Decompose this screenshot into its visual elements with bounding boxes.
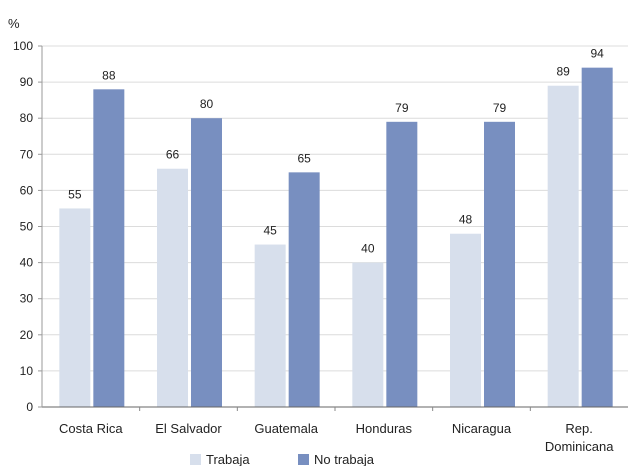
bar bbox=[191, 118, 222, 407]
data-label: 89 bbox=[556, 65, 570, 79]
x-tick-label: Dominicana bbox=[545, 439, 614, 454]
legend-label: No trabaja bbox=[314, 452, 375, 466]
bar bbox=[288, 172, 320, 407]
y-tick-label: 0 bbox=[26, 400, 33, 414]
x-tick-label: Guatemala bbox=[254, 421, 318, 436]
bar bbox=[581, 67, 613, 407]
bar bbox=[352, 262, 384, 407]
data-label: 79 bbox=[395, 101, 409, 115]
legend-swatch bbox=[298, 454, 309, 465]
y-tick-label: 90 bbox=[20, 75, 34, 89]
data-label: 94 bbox=[590, 47, 604, 61]
bar bbox=[547, 85, 579, 408]
y-tick-label: 20 bbox=[20, 328, 34, 342]
bar bbox=[93, 89, 125, 407]
data-label: 45 bbox=[263, 224, 277, 238]
legend-label: Trabaja bbox=[206, 452, 250, 466]
data-label: 80 bbox=[200, 97, 214, 111]
x-tick-label: Costa Rica bbox=[59, 421, 123, 436]
bar bbox=[386, 121, 418, 407]
bar bbox=[157, 168, 188, 407]
bar bbox=[254, 244, 286, 407]
data-label: 65 bbox=[297, 151, 311, 165]
y-axis-ticks: 0 10 20 30 40 50 60 70 80 90 100 bbox=[13, 39, 42, 414]
bars: 55 88 66 80 45 65 40 79 48 79 89 94 bbox=[59, 47, 613, 408]
bar bbox=[450, 233, 481, 407]
data-label: 40 bbox=[361, 242, 375, 256]
legend-swatch bbox=[190, 454, 201, 465]
y-tick-label: 50 bbox=[20, 220, 34, 234]
legend: Trabaja No trabaja bbox=[190, 452, 375, 466]
y-tick-label: 100 bbox=[13, 39, 33, 53]
x-tick-label: Honduras bbox=[356, 421, 413, 436]
data-label: 66 bbox=[166, 148, 180, 162]
data-label: 88 bbox=[102, 68, 116, 82]
data-label: 79 bbox=[493, 101, 507, 115]
data-label: 48 bbox=[459, 213, 473, 227]
x-tick-label: Rep. bbox=[565, 421, 592, 436]
bar bbox=[59, 208, 91, 407]
y-tick-label: 30 bbox=[20, 292, 34, 306]
y-tick-label: 80 bbox=[20, 111, 34, 125]
y-tick-label: 40 bbox=[20, 256, 34, 270]
y-tick-label: 10 bbox=[20, 364, 34, 378]
x-tick-label: El Salvador bbox=[155, 421, 222, 436]
data-label: 55 bbox=[68, 187, 82, 201]
bar bbox=[484, 121, 515, 407]
y-axis-label: % bbox=[8, 16, 20, 31]
gridlines bbox=[42, 45, 628, 372]
x-tick-label: Nicaragua bbox=[452, 421, 512, 436]
x-axis-labels: Costa Rica El Salvador Guatemala Honduras Ni… bbox=[59, 407, 614, 454]
y-tick-label: 60 bbox=[20, 183, 34, 197]
y-tick-label: 70 bbox=[20, 147, 34, 161]
